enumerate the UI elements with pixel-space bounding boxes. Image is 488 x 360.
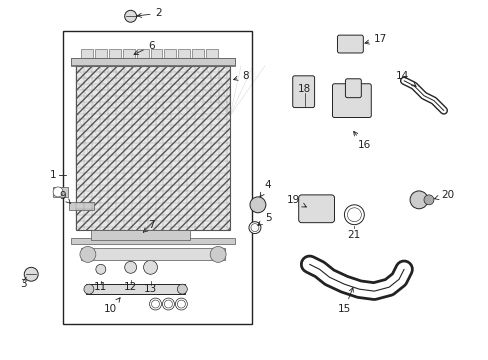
Circle shape <box>24 267 38 281</box>
Circle shape <box>177 300 185 308</box>
Bar <box>178 49 190 63</box>
Bar <box>71 58 235 65</box>
Bar <box>69 202 94 210</box>
Bar <box>81 248 224 260</box>
Bar <box>91 230 190 239</box>
Text: 2: 2 <box>137 8 162 18</box>
Text: 1: 1 <box>49 170 56 180</box>
Circle shape <box>250 224 258 231</box>
Text: 9: 9 <box>59 191 71 204</box>
Bar <box>164 49 176 63</box>
FancyBboxPatch shape <box>337 35 363 53</box>
Circle shape <box>149 298 161 310</box>
Bar <box>71 238 235 244</box>
FancyBboxPatch shape <box>332 84 370 117</box>
Circle shape <box>124 10 136 22</box>
Circle shape <box>162 298 174 310</box>
FancyBboxPatch shape <box>298 195 334 223</box>
Text: 21: 21 <box>347 230 360 239</box>
Text: 12: 12 <box>124 282 137 292</box>
Bar <box>81 49 93 63</box>
Circle shape <box>175 298 187 310</box>
Bar <box>150 49 162 63</box>
Text: 19: 19 <box>286 195 306 207</box>
Bar <box>76 66 230 230</box>
Bar <box>108 49 121 63</box>
Text: 11: 11 <box>94 282 107 292</box>
Circle shape <box>164 300 172 308</box>
Circle shape <box>84 284 94 294</box>
Bar <box>95 49 106 63</box>
Text: 20: 20 <box>434 190 453 200</box>
Circle shape <box>423 195 433 205</box>
Text: 17: 17 <box>364 34 386 44</box>
Text: 7: 7 <box>143 220 155 232</box>
Circle shape <box>177 284 187 294</box>
Circle shape <box>96 264 105 274</box>
Circle shape <box>124 261 136 273</box>
Bar <box>86 284 185 294</box>
Text: 14: 14 <box>395 71 415 86</box>
Bar <box>136 49 148 63</box>
Text: 3: 3 <box>20 279 26 289</box>
Circle shape <box>210 247 225 262</box>
Text: 4: 4 <box>260 180 271 197</box>
Circle shape <box>344 205 364 225</box>
Bar <box>63 31 251 324</box>
Text: 5: 5 <box>257 213 271 225</box>
Text: 18: 18 <box>297 84 311 94</box>
Circle shape <box>409 191 427 209</box>
Circle shape <box>346 208 361 222</box>
Text: 15: 15 <box>337 288 353 314</box>
Text: 6: 6 <box>134 41 155 54</box>
Text: 10: 10 <box>104 298 120 314</box>
Bar <box>192 49 204 63</box>
Text: 13: 13 <box>143 284 157 294</box>
Circle shape <box>53 187 63 197</box>
Circle shape <box>80 247 96 262</box>
Bar <box>71 58 235 66</box>
Circle shape <box>151 300 159 308</box>
Text: 8: 8 <box>233 71 248 81</box>
Circle shape <box>248 222 261 234</box>
Circle shape <box>143 260 157 274</box>
Circle shape <box>249 197 265 213</box>
Bar <box>53 187 68 197</box>
Text: 16: 16 <box>353 131 370 150</box>
FancyBboxPatch shape <box>292 76 314 108</box>
FancyBboxPatch shape <box>345 79 361 98</box>
Bar <box>122 49 134 63</box>
Bar <box>206 49 218 63</box>
